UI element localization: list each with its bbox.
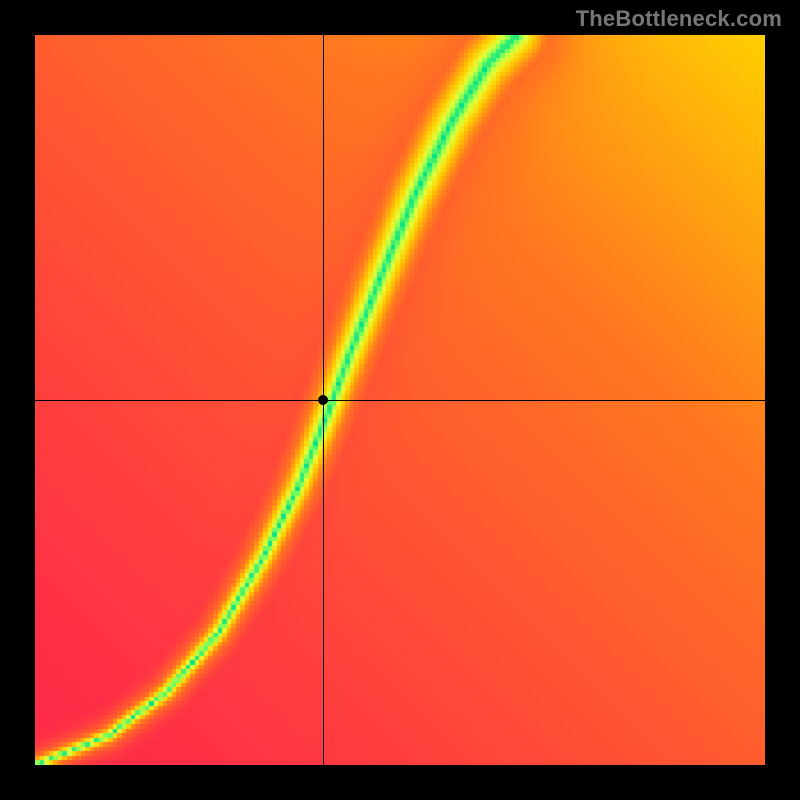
chart-container: TheBottleneck.com [0,0,800,800]
bottleneck-heatmap [35,35,765,765]
watermark-text: TheBottleneck.com [576,6,782,32]
